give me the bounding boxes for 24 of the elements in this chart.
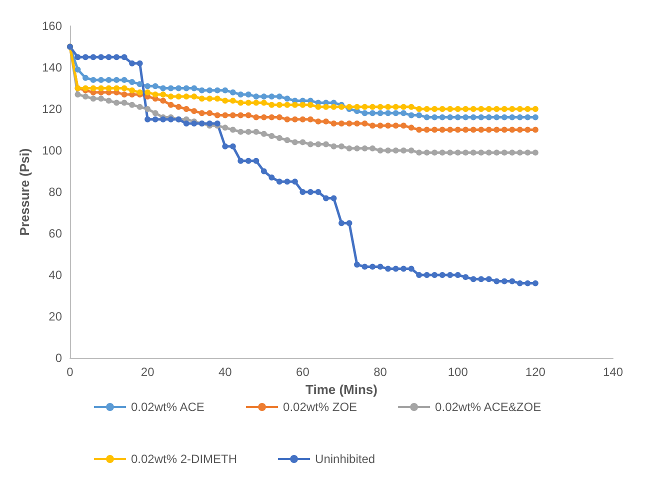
x-tick-label: 0 <box>66 365 74 379</box>
x-tick-label: 140 <box>602 365 624 379</box>
y-tick-label: 160 <box>42 19 62 33</box>
y-axis-title: Pressure (Psi) <box>17 148 32 236</box>
x-tick-label: 120 <box>525 365 546 379</box>
legend-label: 0.02wt% 2-DIMETH <box>131 452 238 466</box>
x-tick-label: 60 <box>296 365 310 379</box>
legend-label: Uninhibited <box>315 452 376 466</box>
x-tick-label: 20 <box>140 365 155 379</box>
y-tick-label: 80 <box>48 185 62 199</box>
legend-label: 0.02wt% ACE&ZOE <box>435 400 542 414</box>
y-tick-label: 120 <box>42 102 62 116</box>
x-tick-label: 100 <box>448 365 468 379</box>
legend-label: 0.02wt% ACE <box>131 400 204 414</box>
x-tick-label: 80 <box>374 365 388 379</box>
y-tick-label: 60 <box>48 226 62 240</box>
x-tick-label: 40 <box>218 365 232 379</box>
y-tick-label: 100 <box>42 144 62 158</box>
y-tick-label: 0 <box>55 351 62 365</box>
x-axis-title: Time (Mins) <box>306 382 378 397</box>
y-tick-label: 140 <box>42 60 62 74</box>
legend-label: 0.02wt% ZOE <box>283 400 358 414</box>
y-tick-label: 40 <box>48 268 62 282</box>
y-tick-label: 20 <box>48 310 62 324</box>
